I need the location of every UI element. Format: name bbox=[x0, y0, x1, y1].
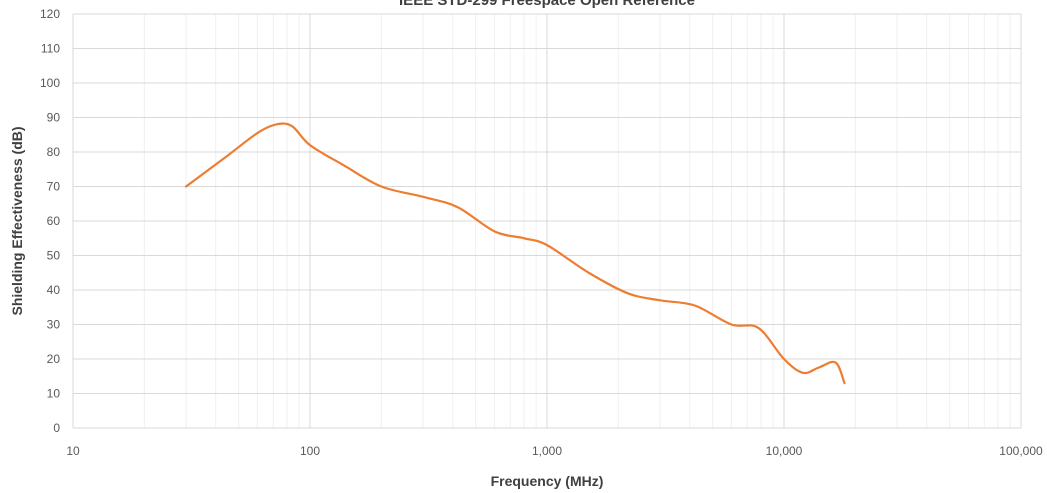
y-tick-label: 20 bbox=[47, 352, 61, 366]
x-tick-label: 100 bbox=[300, 444, 320, 458]
x-axis-title: Frequency (MHz) bbox=[491, 473, 604, 489]
series-line bbox=[184, 122, 846, 385]
major-gridlines bbox=[72, 13, 1022, 429]
series-group bbox=[184, 122, 846, 385]
y-tick-label: 10 bbox=[47, 387, 61, 401]
y-axis-tick-labels: 0 10 20 30 40 50 60 70 80 90 100 110 120 bbox=[40, 7, 60, 435]
y-tick-label: 0 bbox=[53, 421, 60, 435]
y-tick-label: 80 bbox=[47, 145, 61, 159]
x-tick-label: 10 bbox=[66, 444, 80, 458]
y-tick-label: 50 bbox=[47, 249, 61, 263]
y-tick-label: 30 bbox=[47, 318, 61, 332]
y-tick-label: 90 bbox=[47, 111, 61, 125]
x-tick-label: 100,000 bbox=[999, 444, 1043, 458]
x-tick-label: 10,000 bbox=[766, 444, 803, 458]
y-tick-label: 70 bbox=[47, 180, 61, 194]
x-axis-tick-labels: 10 100 1,000 10,000 100,000 bbox=[66, 444, 1043, 458]
y-tick-label: 110 bbox=[41, 42, 60, 56]
y-tick-label: 40 bbox=[47, 283, 61, 297]
y-tick-label: 60 bbox=[47, 214, 61, 228]
chart-title: IEEE STD-299 Freespace Open Reference bbox=[399, 0, 695, 9]
y-axis-title: Shielding Effectiveness (dB) bbox=[9, 126, 25, 315]
x-tick-label: 1,000 bbox=[532, 444, 562, 458]
y-tick-label: 120 bbox=[40, 7, 60, 21]
y-tick-label: 100 bbox=[40, 76, 60, 90]
